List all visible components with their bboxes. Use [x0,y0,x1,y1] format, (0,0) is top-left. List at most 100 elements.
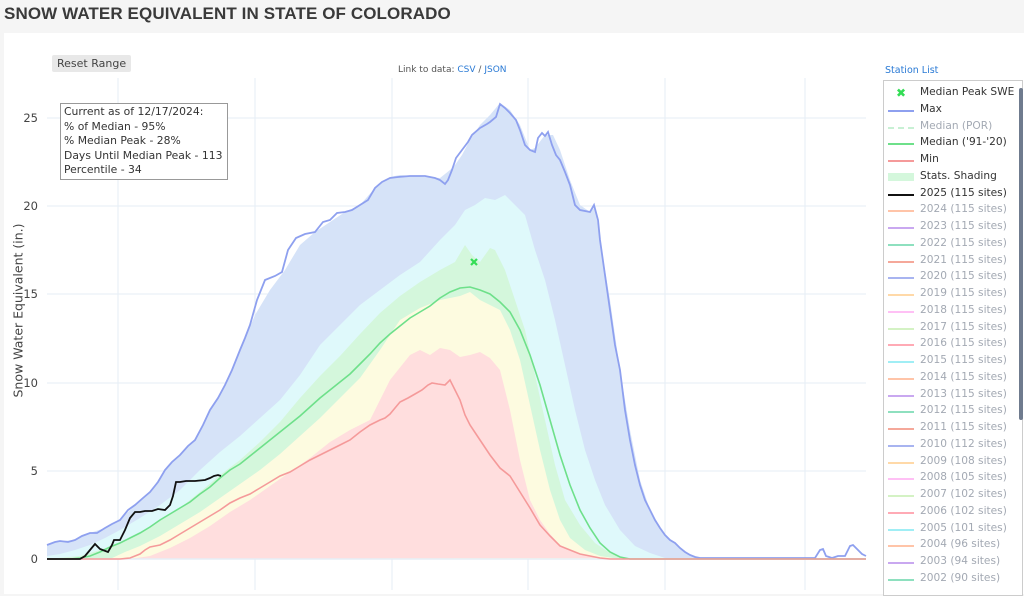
legend-item[interactable]: Median (POR) [884,119,1014,136]
legend-label: 2017 (115 sites) [920,320,1007,333]
y-axis-label: Snow Water Equivalent (in.) [10,223,26,398]
annotation-date: Current as of 12/17/2024: [64,105,204,118]
line-swatch-icon [888,511,914,514]
line-swatch-icon [888,160,914,162]
line-swatch-icon [888,411,914,414]
legend-item[interactable]: 2018 (115 sites) [884,303,1014,320]
legend-label: 2006 (102 sites) [920,504,1007,517]
line-swatch-icon [888,344,914,347]
x-marker-icon: ✖ [896,86,907,100]
line-swatch-icon [888,294,914,296]
legend-label: 2009 (108 sites) [920,454,1007,467]
legend-item[interactable]: 2011 (115 sites) [884,420,1014,437]
legend-item[interactable]: 2019 (115 sites) [884,286,1014,303]
legend-label: 2016 (115 sites) [920,337,1007,350]
legend-label: Max [920,102,942,115]
legend-item[interactable]: 2002 (90 sites) [884,571,1014,588]
legend-label: 2004 (96 sites) [920,538,1001,551]
max-line [46,102,867,559]
legend-label: Median (POR) [920,119,993,132]
legend-item[interactable]: 2008 (105 sites) [884,470,1014,487]
legend-label: 2024 (115 sites) [920,203,1007,216]
line-swatch-icon [888,495,914,497]
y-tick-10: 10 [23,376,38,390]
min-line [47,378,866,560]
y-tick-0: 0 [30,552,38,566]
csv-link[interactable]: CSV [457,65,476,75]
legend-label: Median ('91-'20) [920,136,1007,149]
station-list-link[interactable]: Station List [885,65,939,76]
legend-item[interactable]: 2014 (115 sites) [884,370,1014,387]
legend-item[interactable]: Stats. Shading [884,169,1014,186]
legend-item[interactable]: 2010 (112 sites) [884,437,1014,454]
legend-item[interactable]: 2016 (115 sites) [884,336,1014,353]
reset-range-button[interactable]: Reset Range [52,55,132,72]
legend-item[interactable]: 2005 (101 sites) [884,521,1014,538]
legend-label: 2018 (115 sites) [920,303,1007,316]
line-swatch-icon [888,260,914,263]
legend-item[interactable]: 2006 (102 sites) [884,504,1014,521]
legend-label: 2013 (115 sites) [920,387,1007,400]
legend-item[interactable]: 2023 (115 sites) [884,219,1014,236]
current-status-annotation: Current as of 12/17/2024: % of Median - … [60,103,228,180]
legend-label: 2008 (105 sites) [920,471,1007,484]
legend-label: 2025 (115 sites) [920,186,1007,199]
line-swatch-icon [888,528,914,531]
data-link-prefix: Link to data: [398,65,455,75]
y-tick-25: 25 [23,111,38,125]
line-swatch-icon [888,193,914,196]
line-swatch-icon [888,361,914,363]
y-tick-15: 15 [23,287,38,301]
dash-line-icon [888,126,914,129]
line-swatch-icon [888,545,914,548]
annotation-percentile: Percentile - 34 [64,163,142,176]
line-swatch-icon [888,428,914,430]
line-swatch-icon [888,377,914,380]
legend-item[interactable]: 2021 (115 sites) [884,253,1014,270]
legend-item[interactable]: 2017 (115 sites) [884,320,1014,337]
median-peak-marker [470,258,478,266]
annotation-pct-median-peak: % Median Peak - 28% [64,134,181,147]
line-swatch-icon [888,210,914,213]
fill-swatch-icon [888,172,914,181]
legend-item[interactable]: 2012 (115 sites) [884,403,1014,420]
legend-item[interactable]: 2015 (115 sites) [884,353,1014,370]
legend-item[interactable]: Min [884,152,1014,169]
json-link[interactable]: JSON [484,65,507,75]
legend-item[interactable]: ✖ Median Peak SWE [884,85,1014,102]
line-swatch-icon [888,578,914,581]
legend-label: 2011 (115 sites) [920,421,1007,433]
legend-item[interactable]: 2007 (102 sites) [884,487,1014,504]
legend-label: 2022 (115 sites) [920,236,1007,249]
line-swatch-icon [888,143,914,146]
legend-label: Stats. Shading [920,169,997,182]
current-year-line [47,474,222,560]
line-swatch-icon [888,478,914,481]
legend-item[interactable]: Max [884,102,1014,119]
legend-item[interactable]: 2024 (115 sites) [884,202,1014,219]
legend-label: 2021 (115 sites) [920,253,1007,266]
legend-item[interactable]: 2004 (96 sites) [884,537,1014,554]
legend-item[interactable]: 2025 (115 sites) [884,186,1014,203]
data-link: Link to data: CSV / JSON [398,65,507,75]
legend-label: 2005 (101 sites) [920,521,1007,534]
line-swatch-icon [888,227,914,229]
legend-item[interactable]: 2013 (115 sites) [884,387,1014,404]
legend-item[interactable]: Median ('91-'20) [884,135,1014,152]
y-tick-20: 20 [23,199,38,213]
legend-label: 2010 (112 sites) [920,437,1007,450]
median-line [47,286,866,560]
chart-legend: ✖ Median Peak SWE Max Median (POR) Median ('… [883,80,1023,596]
legend-label: Median Peak SWE [920,86,1015,98]
legend-label: 2020 (115 sites) [920,270,1007,283]
legend-item[interactable]: 2022 (115 sites) [884,236,1014,253]
legend-item[interactable]: 2003 (94 sites) [884,554,1014,571]
line-swatch-icon [888,277,914,280]
legend-label: 2015 (115 sites) [920,354,1007,366]
y-tick-5: 5 [30,464,38,478]
legend-item[interactable]: 2020 (115 sites) [884,269,1014,286]
legend-scrollbar[interactable] [1019,88,1023,420]
line-swatch-icon [888,243,914,246]
legend-item[interactable]: 2009 (108 sites) [884,454,1014,471]
